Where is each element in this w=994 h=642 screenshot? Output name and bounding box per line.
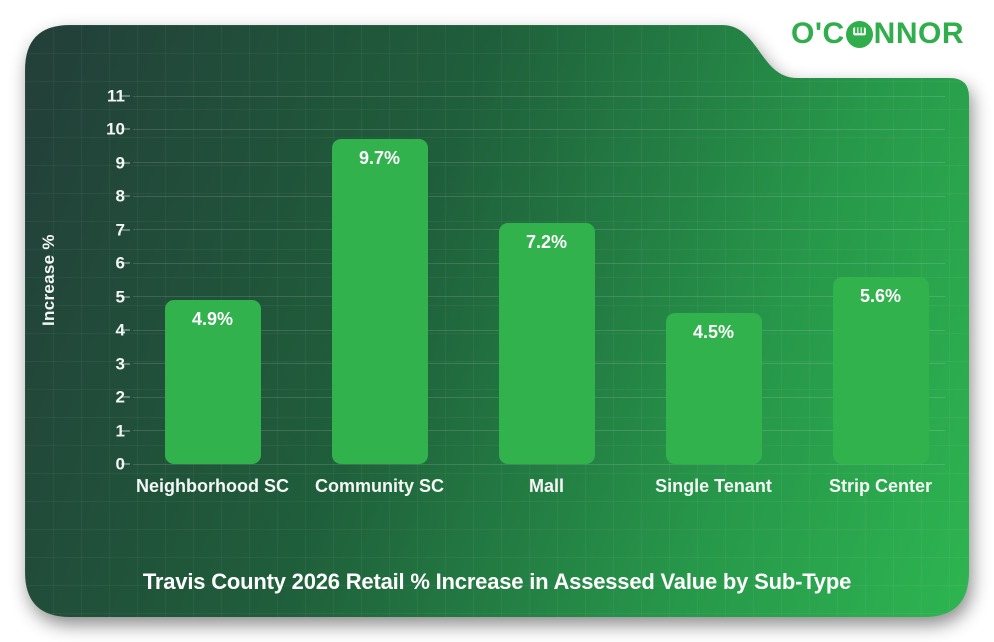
logo-text-left: O'C: [791, 17, 845, 50]
bar-cell: 4.9%: [129, 96, 296, 464]
gridline: [133, 96, 945, 97]
bar-cell: 9.7%: [296, 96, 463, 464]
y-tick-label: 6: [115, 253, 125, 273]
y-tick-label: 0: [115, 454, 125, 474]
bar-value-label: 9.7%: [358, 148, 401, 168]
category-labels-row: Neighborhood SC Community SC Mall Single Te…: [129, 476, 964, 497]
gridline: [133, 196, 945, 197]
y-tick-label: 8: [115, 186, 125, 206]
bar-cell: 5.6%: [797, 96, 964, 464]
bar-value-label: 4.5%: [692, 322, 735, 342]
category-label: Community SC: [314, 476, 444, 496]
logo-o-icon: [845, 20, 874, 48]
y-axis-title: Increase %: [39, 234, 58, 326]
y-tick-label: 3: [115, 354, 125, 374]
chart-title: Travis County 2026 Retail % Increase in …: [142, 569, 852, 594]
bars-row: 4.9% 9.7% 7.2% 4.5% 5.6%: [129, 96, 964, 464]
category-label: Mall: [528, 476, 564, 496]
y-tick-label: 1: [115, 421, 125, 441]
gridline: [133, 129, 945, 130]
bar-neighborhood-sc: 4.9%: [165, 300, 261, 464]
y-tick-label: 2: [115, 387, 125, 407]
category-label: Strip Center: [828, 476, 933, 496]
bar-cell: 4.5%: [630, 96, 797, 464]
y-tick-label: 11: [107, 86, 125, 106]
y-tick-label: 7: [115, 220, 125, 240]
y-axis-tick-labels: 0 1 2 3 4 5 6 7 8 9 10 11: [63, 96, 125, 464]
bar-mall: 7.2%: [499, 223, 595, 464]
oconnor-logo: O'C NNOR: [791, 19, 964, 49]
bar-value-label: 7.2%: [525, 232, 568, 252]
chart-card: Increase % 0 1 2 3 4 5 6 7 8 9 10 11 4.9% 9.7% 7.2% 4.…: [25, 25, 969, 617]
y-tick-label: 5: [115, 287, 125, 307]
bar-strip-center: 5.6%: [833, 277, 929, 464]
logo-text-right: NNOR: [873, 17, 964, 50]
bar-value-label: 4.9%: [191, 309, 234, 329]
y-tick-label: 10: [106, 119, 125, 139]
bar-single-tenant: 4.5%: [666, 313, 762, 464]
bar-community-sc: 9.7%: [332, 139, 428, 464]
bar-value-label: 5.6%: [859, 286, 902, 306]
y-tick-label: 9: [115, 153, 125, 173]
category-label: Single Tenant: [655, 476, 772, 496]
chart-card-wrapper: Increase % 0 1 2 3 4 5 6 7 8 9 10 11 4.9% 9.7% 7.2% 4.…: [25, 25, 969, 617]
bar-cell: 7.2%: [463, 96, 630, 464]
y-tick-label: 4: [115, 320, 125, 340]
gridline: [133, 464, 945, 465]
category-label: Neighborhood SC: [136, 476, 289, 496]
gridline: [133, 162, 945, 163]
